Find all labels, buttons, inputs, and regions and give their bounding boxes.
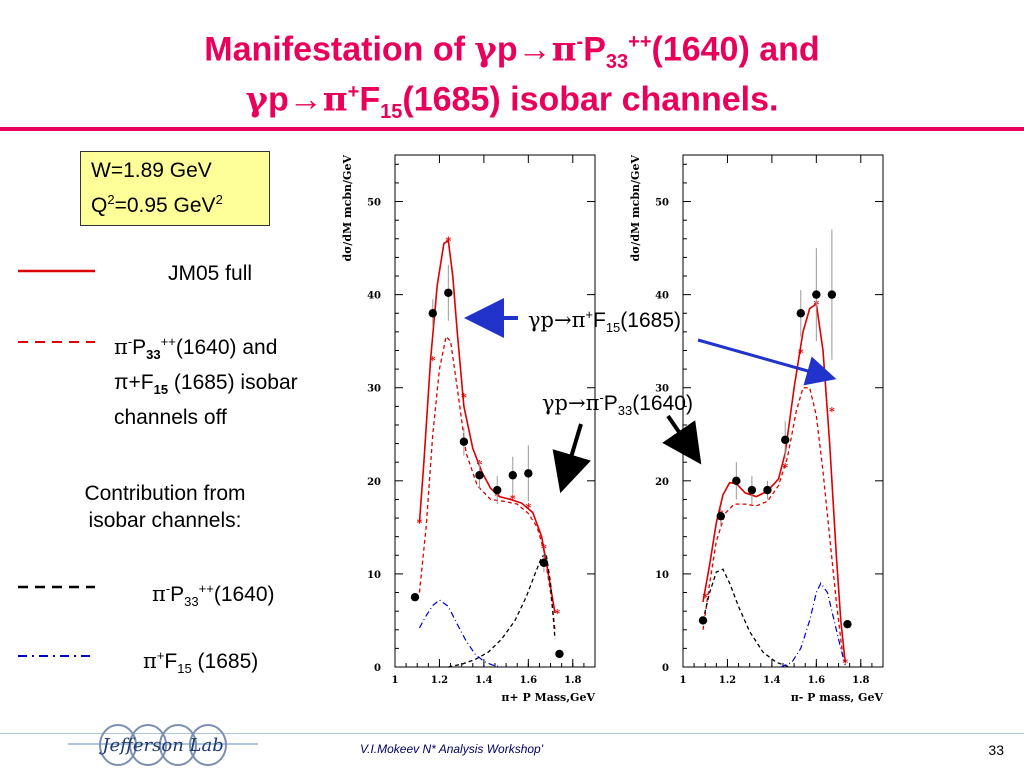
- data-point: [444, 288, 453, 297]
- model-marker: *: [782, 461, 788, 474]
- y-tick-label: 40: [655, 291, 669, 302]
- w-value: W=1.89 GeV: [91, 159, 212, 182]
- curve-p33: [448, 552, 556, 668]
- model-marker: *: [554, 607, 560, 620]
- model-marker: *: [510, 493, 516, 506]
- y-tick-label: 30: [655, 384, 669, 395]
- page-number: 33: [988, 742, 1004, 758]
- y-tick-label: 50: [367, 198, 381, 209]
- x-tick-label: 1.2: [431, 675, 448, 686]
- annotation-f15: γp→π+F15(1685): [528, 307, 681, 336]
- data-point: [781, 435, 790, 445]
- legend-lines: [18, 269, 95, 657]
- model-marker: *: [525, 501, 531, 514]
- footer-author: V.I.Mokeev N* Analysis Workshop': [360, 742, 544, 756]
- x-tick-label: 1.8: [852, 675, 869, 686]
- x-tick-label: 1.6: [520, 675, 537, 686]
- model-marker: *: [702, 591, 708, 604]
- data-point: [698, 616, 708, 625]
- y-tick-label: 30: [367, 384, 381, 395]
- data-point: [827, 290, 837, 299]
- y-tick-label: 0: [662, 663, 669, 674]
- slide-title-line-2: γp→π+F15(1685) isobar channels.: [245, 79, 779, 124]
- x-tick-label: 1.4: [475, 675, 492, 686]
- data-point: [716, 511, 725, 521]
- x-axis-label: π+ P Mass,GeV: [501, 691, 595, 704]
- model-marker: *: [798, 346, 804, 359]
- data-point: [410, 592, 420, 602]
- data-point: [524, 469, 533, 478]
- y-tick-label: 10: [655, 570, 669, 581]
- y-tick-label: 20: [367, 477, 381, 488]
- chart-pi-plus-p: 1 1.2 1.4 1.6 1.8 0 10 20 30 40 50 π+ P Mass,GeV dσ/…: [341, 154, 596, 704]
- curve-isobar_off: [702, 387, 844, 658]
- x-tick-label: 1.6: [808, 675, 825, 686]
- y-tick-label: 0: [374, 663, 381, 674]
- legend-label-isobar-off: π-P33++(1640) and π+F15 (1685) isobar ch…: [114, 334, 298, 430]
- jefferson-lab-logo: Jefferson Lab: [68, 724, 258, 766]
- contribution-heading: Contribution from isobar channels:: [84, 482, 246, 532]
- data-point: [428, 309, 437, 318]
- q2-value: Q2=0.95 GeV2: [91, 192, 223, 217]
- x-tick-label: 1: [680, 675, 687, 686]
- data-point: [459, 437, 469, 446]
- legend-label-f15: π+F15 (1685): [143, 648, 259, 677]
- curve-f15: [780, 582, 846, 668]
- svg-text:Jefferson Lab: Jefferson Lab: [98, 735, 223, 756]
- chart-pi-minus-p: 1 1.2 1.4 1.6 1.8 0 10 20 30 40 50 π- P mass, GeV dσ…: [629, 154, 884, 704]
- y-tick-label: 20: [655, 477, 669, 488]
- x-tick-label: 1.2: [719, 675, 736, 686]
- legend-label-p33: π-P33++(1640): [152, 581, 275, 610]
- y-axis-label: dσ/dM mcbn/GeV: [341, 155, 354, 262]
- footer-divider: [0, 733, 1024, 734]
- y-tick-label: 40: [367, 291, 381, 302]
- model-marker: *: [461, 391, 467, 404]
- curve-p33: [702, 568, 790, 668]
- model-marker: *: [541, 542, 547, 555]
- legend-label-full: JM05 full: [168, 262, 253, 285]
- kinematics-box: W=1.89 GeV Q2=0.95 GeV2: [80, 151, 270, 226]
- plot-frame: [682, 154, 884, 668]
- data-point: [763, 485, 772, 495]
- data-point: [747, 485, 757, 495]
- data-point: [732, 476, 741, 486]
- annotation-p33: γp→π-P33(1640): [542, 390, 693, 419]
- model-marker: *: [417, 517, 423, 530]
- data-point: [493, 485, 502, 495]
- model-marker: *: [829, 405, 835, 418]
- curve-full: [418, 239, 556, 614]
- data-point: [508, 471, 517, 480]
- data-point: [812, 290, 821, 299]
- title-divider: [0, 127, 1024, 131]
- slide-title-line-1: Manifestation of γp→π-P33++(1640) and: [204, 29, 820, 74]
- data-point: [796, 309, 805, 318]
- data-point: [475, 471, 484, 480]
- data-point: [555, 649, 564, 659]
- curve-f15: [418, 599, 502, 668]
- x-tick-label: 1.4: [763, 675, 780, 686]
- model-marker: *: [842, 656, 848, 669]
- curve-full: [702, 302, 847, 663]
- y-tick-label: 50: [655, 198, 669, 209]
- data-point: [539, 558, 549, 567]
- x-axis-label: π- P mass, GeV: [791, 691, 884, 704]
- y-axis-label: dσ/dM mcbn/GeV: [629, 155, 642, 262]
- x-tick-label: 1.8: [564, 675, 581, 686]
- model-marker: *: [445, 235, 451, 248]
- y-tick-label: 10: [367, 570, 381, 581]
- model-marker: *: [430, 354, 436, 367]
- x-tick-label: 1: [392, 675, 399, 686]
- data-point: [843, 619, 852, 629]
